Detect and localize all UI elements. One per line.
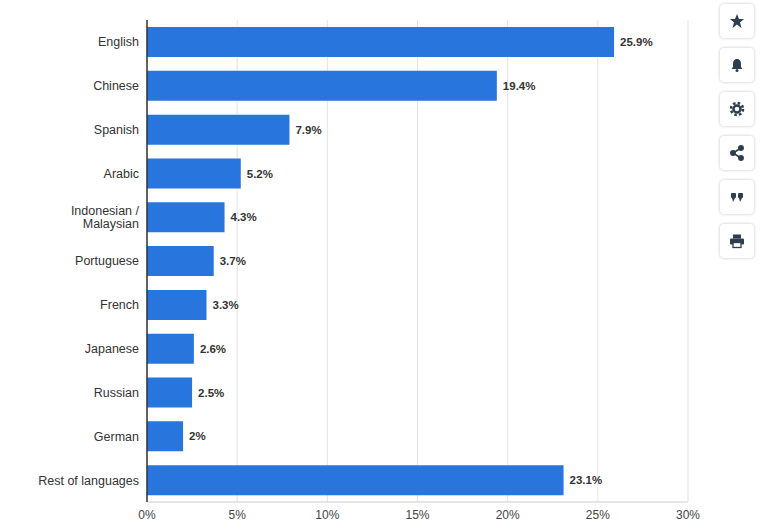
svg-text:3.7%: 3.7% — [220, 255, 246, 267]
svg-text:English: English — [98, 35, 139, 49]
svg-text:Russian: Russian — [94, 386, 139, 400]
svg-text:7.9%: 7.9% — [295, 124, 321, 136]
svg-text:15%: 15% — [405, 508, 429, 522]
svg-text:Rest of languages: Rest of languages — [38, 474, 139, 488]
svg-text:23.1%: 23.1% — [570, 474, 603, 486]
svg-text:25%: 25% — [586, 508, 610, 522]
svg-text:2.5%: 2.5% — [198, 387, 224, 399]
svg-text:30%: 30% — [676, 508, 700, 522]
svg-text:Chinese: Chinese — [93, 79, 139, 93]
svg-text:Portuguese: Portuguese — [75, 254, 139, 268]
svg-text:20%: 20% — [496, 508, 520, 522]
svg-text:German: German — [94, 430, 139, 444]
svg-text:Arabic: Arabic — [104, 167, 139, 181]
svg-text:Spanish: Spanish — [94, 123, 139, 137]
svg-text:5%: 5% — [228, 508, 246, 522]
svg-text:4.3%: 4.3% — [231, 211, 257, 223]
svg-text:3.3%: 3.3% — [213, 299, 239, 311]
svg-text:2%: 2% — [189, 430, 206, 442]
svg-text:19.4%: 19.4% — [503, 80, 536, 92]
svg-text:10%: 10% — [315, 508, 339, 522]
svg-text:French: French — [100, 298, 139, 312]
svg-text:0%: 0% — [138, 508, 156, 522]
svg-text:25.9%: 25.9% — [620, 36, 653, 48]
svg-text:2.6%: 2.6% — [200, 343, 226, 355]
svg-text:Indonesian /Malaysian: Indonesian /Malaysian — [71, 204, 140, 231]
svg-text:Japanese: Japanese — [85, 342, 139, 356]
svg-text:5.2%: 5.2% — [247, 168, 273, 180]
